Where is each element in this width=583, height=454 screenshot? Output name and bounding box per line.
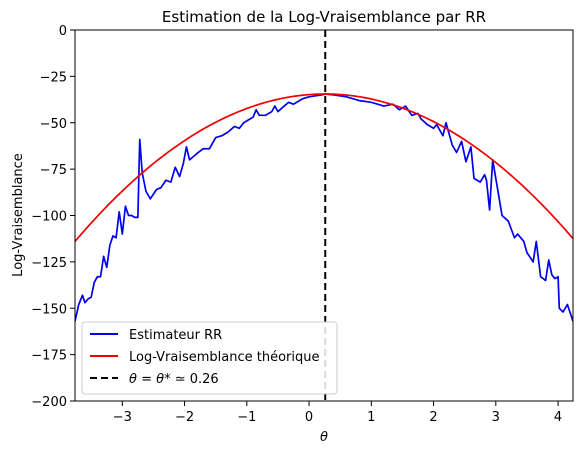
- y-tick-label: −50: [40, 117, 67, 132]
- y-tick-label: −100: [31, 210, 67, 225]
- x-tick-label: −1: [237, 410, 256, 425]
- legend-label-vline: θ = θ* ≃ 0.26: [129, 372, 219, 387]
- legend-label-rr: Estimateur RR: [129, 328, 222, 343]
- series-line-1: [75, 93, 573, 243]
- y-tick-label: −125: [31, 256, 67, 271]
- x-tick-label: 1: [367, 410, 375, 425]
- x-axis-label: θ: [320, 430, 328, 445]
- chart-title: Estimation de la Log-Vraisemblance par R…: [162, 8, 486, 26]
- x-tick-label: 0: [305, 410, 313, 425]
- x-tick-label: −3: [113, 410, 132, 425]
- y-tick-label: −200: [31, 395, 67, 410]
- legend-label-theoretical: Log-Vraisemblance théorique: [129, 350, 319, 365]
- y-tick-label: −75: [40, 163, 67, 178]
- y-tick-label: −150: [31, 302, 67, 317]
- y-axis: 0 −25 −50 −75 −100 −125 −150 −175 −200: [31, 24, 75, 410]
- y-tick-label: −25: [40, 70, 67, 85]
- series-layer: [75, 93, 573, 322]
- x-tick-label: −2: [175, 410, 194, 425]
- y-axis-label: Log-Vraisemblance: [11, 153, 26, 277]
- series-line-0: [75, 93, 573, 322]
- y-tick-label: 0: [59, 24, 67, 39]
- x-tick-label: 2: [429, 410, 437, 425]
- legend: Estimateur RR Log-Vraisemblance théoriqu…: [81, 321, 338, 395]
- x-tick-label: 4: [554, 410, 562, 425]
- legend-box: [81, 321, 338, 395]
- x-axis: −3 −2 −1 0 1 2 3 4: [113, 401, 562, 425]
- x-tick-label: 3: [492, 410, 500, 425]
- y-tick-label: −175: [31, 349, 67, 364]
